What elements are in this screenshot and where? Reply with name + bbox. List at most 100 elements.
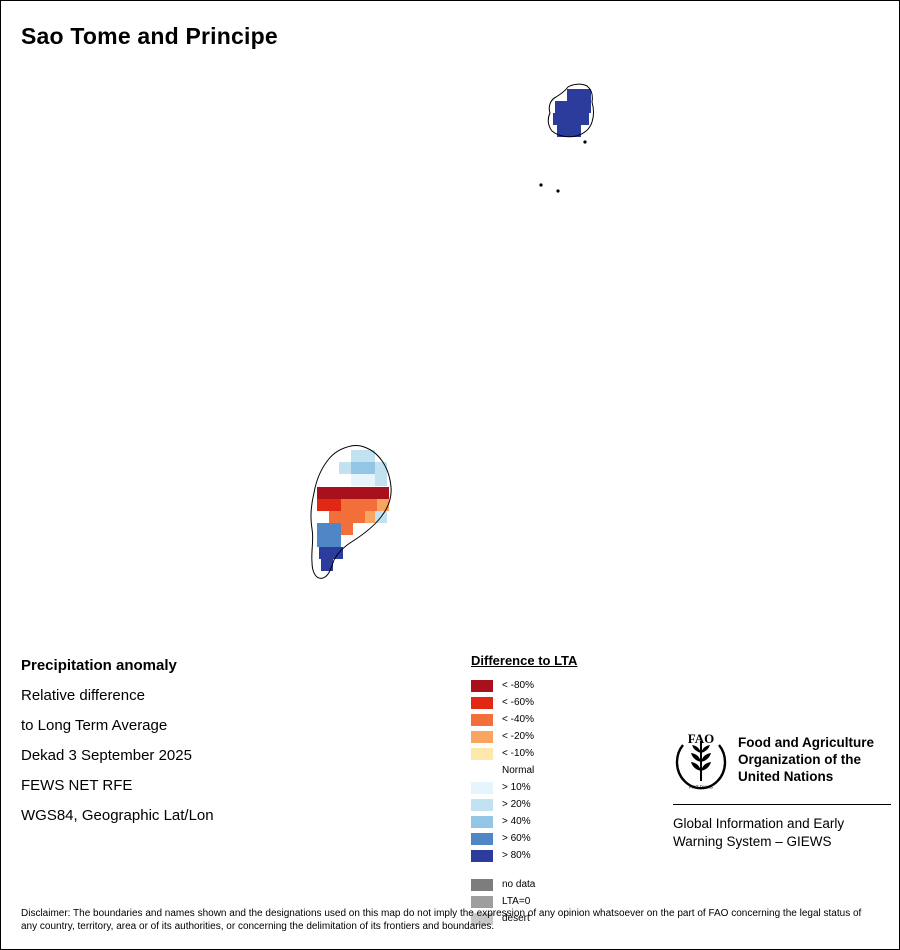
map-cell [319, 547, 331, 559]
legend-item: > 40% [471, 813, 577, 830]
map-cell [317, 499, 329, 511]
legend-swatch [471, 849, 493, 862]
map-cell [317, 535, 329, 547]
map-cell [557, 125, 569, 137]
map-cell [567, 89, 579, 101]
map-cell [321, 559, 333, 571]
map-cell [375, 462, 387, 474]
legend-extra-items: no data LTA=0 desert [471, 876, 577, 927]
legend-label: > 40% [502, 816, 531, 827]
map-cell [377, 487, 389, 499]
map-cell [375, 474, 387, 486]
map-cell [555, 101, 567, 113]
info-lines: Relative difference to Long Term Average D… [21, 688, 214, 824]
legend-label: < -40% [502, 714, 534, 725]
map-cell [341, 511, 353, 523]
legend-item: < -40% [471, 711, 577, 728]
map-cell [351, 450, 363, 462]
legend-item: < -20% [471, 728, 577, 745]
legend-label: Normal [502, 765, 535, 776]
legend-label: desert [502, 913, 530, 924]
legend-swatch [471, 798, 493, 811]
map-cell [363, 450, 375, 462]
legend-swatch [471, 713, 493, 726]
legend-swatch [471, 832, 493, 845]
map-info-block: Precipitation anomaly Relative differenc… [21, 657, 214, 838]
fao-logo-motto: FIAT PANIS [689, 785, 713, 790]
map-cell [329, 499, 341, 511]
legend-items: < -80% < -60% < -40% < -20% < -10% Normal > 10… [471, 677, 577, 864]
legend-swatch [471, 912, 493, 925]
legend-label: < -80% [502, 680, 534, 691]
map-cell [567, 101, 579, 113]
giews-label: Global Information and Early Warning Sys… [673, 816, 845, 849]
disclaimer-text: Disclaimer: The boundaries and names sho… [21, 908, 862, 932]
legend-swatch [471, 764, 493, 777]
legend: Difference to LTA < -80% < -60% < -40% < -2… [471, 653, 577, 927]
legend-item: < -80% [471, 677, 577, 694]
legend-swatch [471, 895, 493, 908]
map-cell [565, 113, 577, 125]
map-cell [569, 125, 581, 137]
legend-item: desert [471, 910, 577, 927]
map-cell [353, 499, 365, 511]
map-cell [341, 499, 353, 511]
map-cell [375, 511, 387, 523]
map-cell [579, 89, 591, 101]
legend-swatch [471, 815, 493, 828]
map-cell [377, 499, 389, 511]
legend-item: > 80% [471, 847, 577, 864]
legend-label: < -10% [502, 748, 534, 759]
legend-item: Normal [471, 762, 577, 779]
legend-title: Difference to LTA [471, 653, 578, 668]
info-line: WGS84, Geographic Lat/Lon [21, 807, 214, 824]
map-cell [331, 547, 343, 559]
legend-label: > 10% [502, 782, 531, 793]
info-heading: Precipitation anomaly [21, 657, 177, 674]
fao-block: FAO FIAT PANIS Food and Agriculture Orga… [673, 727, 891, 851]
map-cell [341, 523, 353, 535]
legend-swatch [471, 730, 493, 743]
legend-item: < -60% [471, 694, 577, 711]
fao-org-name: Food and Agriculture Organization of the… [738, 735, 874, 784]
legend-swatch [471, 679, 493, 692]
page-title: Sao Tome and Principe [21, 23, 278, 49]
legend-item: < -10% [471, 745, 577, 762]
legend-item: LTA=0 [471, 893, 577, 910]
legend-label: LTA=0 [502, 896, 531, 907]
map-cell [353, 511, 365, 523]
map-cell [365, 487, 377, 499]
map-cell [579, 101, 591, 113]
legend-swatch [471, 878, 493, 891]
map-cell [363, 474, 375, 486]
legend-label: < -20% [502, 731, 534, 742]
map-cell [329, 535, 341, 547]
legend-swatch [471, 696, 493, 709]
info-line: FEWS NET RFE [21, 777, 133, 794]
map-cell [351, 474, 363, 486]
legend-swatch [471, 781, 493, 794]
map-cell [365, 499, 377, 511]
fao-logo-icon: FAO FIAT PANIS [675, 731, 727, 790]
info-line: Dekad 3 September 2025 [21, 747, 192, 764]
map-cell [317, 523, 329, 535]
map-cell [353, 487, 365, 499]
map-cell [317, 487, 329, 499]
legend-item: > 20% [471, 796, 577, 813]
map-cell [351, 462, 363, 474]
legend-item: no data [471, 876, 577, 893]
map-cell [341, 487, 353, 499]
legend-label: > 20% [502, 799, 531, 810]
map-cell [329, 511, 341, 523]
map-cell [339, 462, 351, 474]
map-cell [553, 113, 565, 125]
map-cell [363, 462, 375, 474]
legend-label: > 60% [502, 833, 531, 844]
legend-item: > 10% [471, 779, 577, 796]
legend-label: no data [502, 879, 536, 890]
map-cell [577, 113, 589, 125]
legend-label: > 80% [502, 850, 531, 861]
map-cell [329, 523, 341, 535]
legend-item: > 60% [471, 830, 577, 847]
